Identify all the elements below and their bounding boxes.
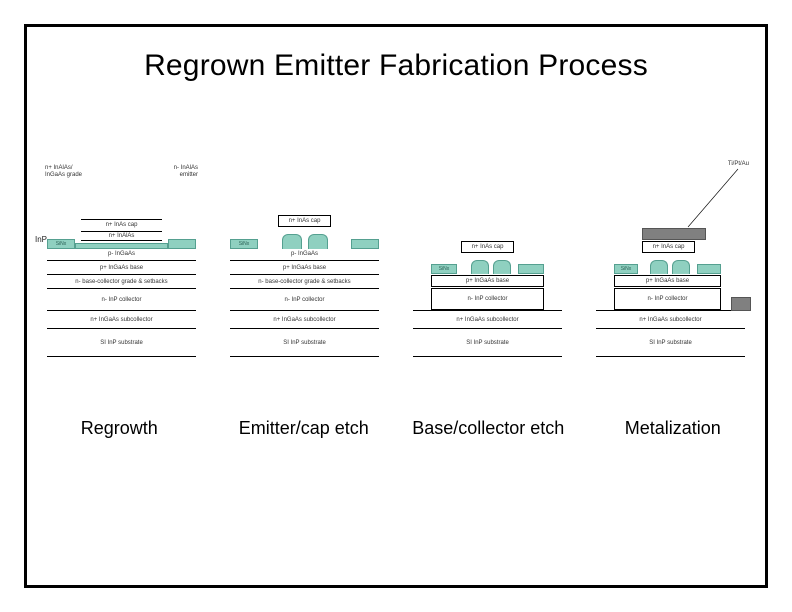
sinx-pad xyxy=(697,264,721,274)
sinx-pad xyxy=(168,239,196,249)
slide: Regrown Emitter Fabrication Process n+ I… xyxy=(0,0,792,612)
rule xyxy=(230,310,379,311)
metal-collector xyxy=(731,297,751,311)
caption-regrowth: Regrowth xyxy=(29,417,209,440)
layer-ninas: n+ InAs cap xyxy=(642,241,695,253)
emitter-bump xyxy=(471,260,489,274)
rule xyxy=(596,328,745,329)
layer-subcollector: n+ InGaAs subcollector xyxy=(413,313,562,327)
rule xyxy=(413,356,562,357)
rule xyxy=(230,356,379,357)
rule xyxy=(596,310,745,311)
teal-conformal xyxy=(75,243,168,249)
layer-substrate: SI InP substrate xyxy=(596,331,745,355)
layer-base: p+ InGaAs base xyxy=(614,275,721,287)
rule xyxy=(413,328,562,329)
slide-frame: Regrown Emitter Fabrication Process n+ I… xyxy=(24,24,768,588)
sinx-pad: SiNx xyxy=(614,264,638,274)
emitter-bump xyxy=(493,260,511,274)
emitter-bump xyxy=(650,260,668,274)
label-topleft: n+ InAlAs/InGaAs grade xyxy=(45,165,82,178)
page-title: Regrown Emitter Fabrication Process xyxy=(27,49,765,83)
sinx-pad: SiNx xyxy=(230,239,258,249)
layer-base: p+ InGaAs base xyxy=(431,275,544,287)
rule xyxy=(47,274,196,275)
panel-emitter-etch: SI InP substrate n+ InGaAs subcollector … xyxy=(222,157,387,357)
layer-collector: n- InP collector xyxy=(230,291,379,309)
layer-subcollector: n+ InGaAs subcollector xyxy=(596,313,745,327)
metal-emitter xyxy=(642,228,706,240)
layer-subcollector: n+ InGaAs subcollector xyxy=(47,313,196,327)
layer-grade: n- base-collector grade & setbacks xyxy=(47,277,196,287)
metal-label: Ti/Pt/Au xyxy=(728,161,749,167)
rule xyxy=(47,356,196,357)
layer-subcollector: n+ InGaAs subcollector xyxy=(230,313,379,327)
rule xyxy=(47,260,196,261)
caption-emitter-etch: Emitter/cap etch xyxy=(214,417,394,440)
rule xyxy=(230,328,379,329)
rule xyxy=(230,288,379,289)
caption-row: Regrowth Emitter/cap etch Base/collector… xyxy=(27,417,765,440)
connector-lines xyxy=(588,157,753,357)
rule xyxy=(230,274,379,275)
sinx-pad: SiNx xyxy=(431,264,457,274)
diagram-row: n+ InAlAs/InGaAs grade n- InAlAsemitter … xyxy=(39,157,753,357)
sinx-pad xyxy=(518,264,544,274)
layer-base: p+ InGaAs base xyxy=(230,263,379,273)
layer-ninas: n+ InAs cap xyxy=(461,241,514,253)
rule xyxy=(47,310,196,311)
panel-regrowth: n+ InAlAs/InGaAs grade n- InAlAsemitter … xyxy=(39,157,204,357)
layer-pingaas: p- InGaAs xyxy=(47,249,196,259)
layer-pingaas: p- InGaAs xyxy=(230,249,379,259)
sinx-pad xyxy=(351,239,379,249)
layer-collector: n- InP collector xyxy=(47,291,196,309)
layer-substrate: SI InP substrate xyxy=(413,331,562,355)
emitter-bump xyxy=(308,234,328,249)
sinx-pad: SiNx xyxy=(47,239,75,249)
caption-base-etch: Base/collector etch xyxy=(398,417,578,440)
layer-ninas: n+ InAs cap xyxy=(81,219,162,229)
emitter-bump xyxy=(672,260,690,274)
caption-metalization: Metalization xyxy=(583,417,763,440)
rule xyxy=(596,356,745,357)
layer-collector: n- InP collector xyxy=(614,288,721,310)
label-topright: n- InAlAsemitter xyxy=(174,165,198,178)
layer-substrate: SI InP substrate xyxy=(230,331,379,355)
layer-collector: n- InP collector xyxy=(431,288,544,310)
rule xyxy=(230,260,379,261)
rule xyxy=(47,328,196,329)
layer-grade: n- base-collector grade & setbacks xyxy=(230,277,379,287)
panel-base-etch: SI InP substrate n+ InGaAs subcollector … xyxy=(405,157,570,357)
layer-substrate: SI InP substrate xyxy=(47,331,196,355)
panel-metalization: Ti/Pt/Au SI InP substrate n+ InGaAs subc… xyxy=(588,157,753,357)
rule xyxy=(47,288,196,289)
layer-ninas: n+ InAs cap xyxy=(278,215,331,227)
layer-ninalas: n+ InAlAs xyxy=(81,231,162,241)
emitter-bump xyxy=(282,234,302,249)
layer-base: p+ InGaAs base xyxy=(47,263,196,273)
rule xyxy=(413,310,562,311)
